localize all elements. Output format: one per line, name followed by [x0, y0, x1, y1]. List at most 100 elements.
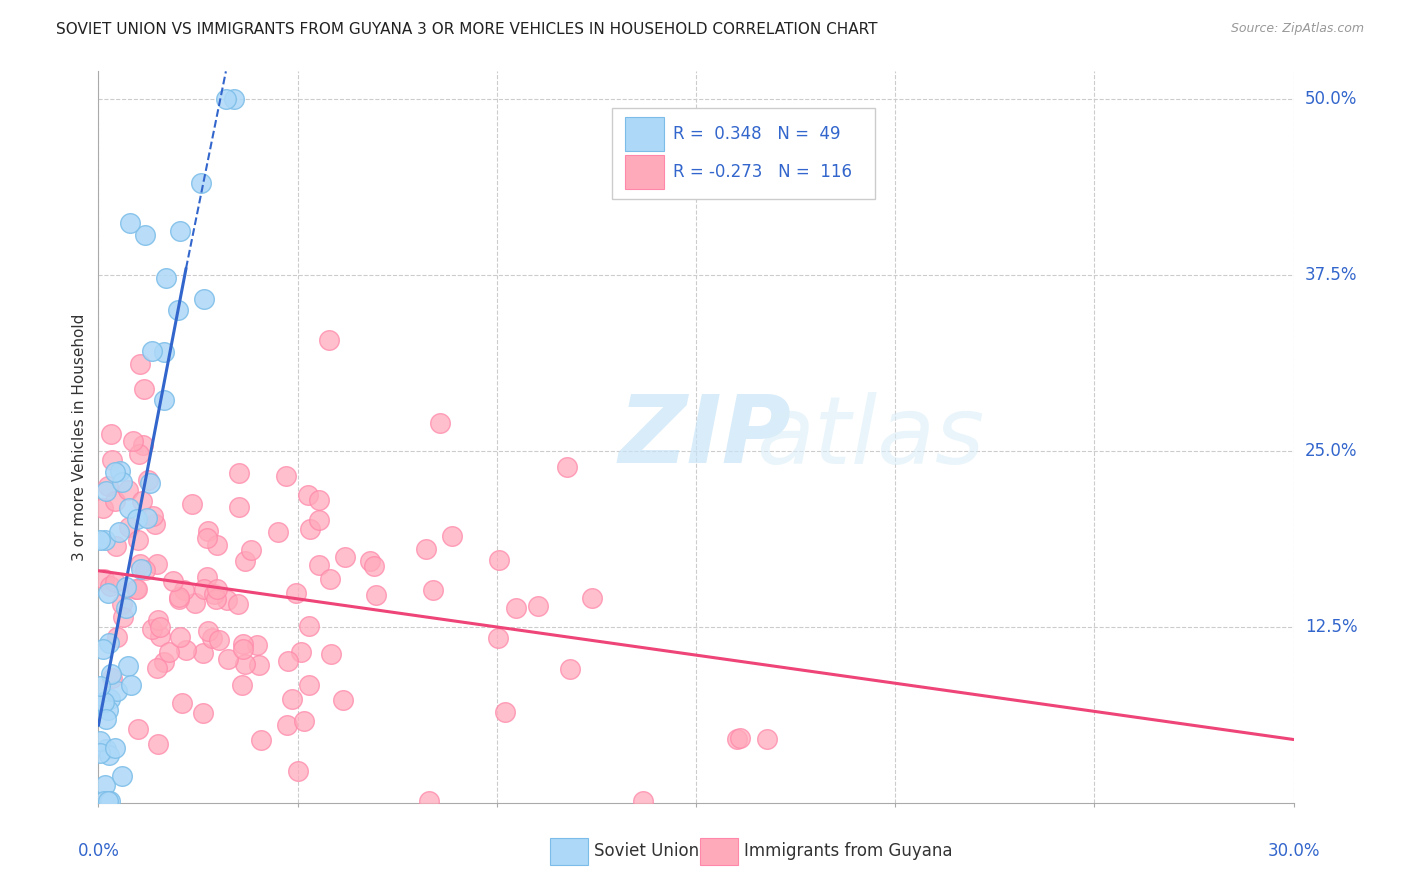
FancyBboxPatch shape — [626, 155, 664, 189]
Point — [287, 764, 309, 778]
Point — [581, 591, 603, 606]
Point — [97, 586, 120, 600]
Point — [191, 646, 214, 660]
Point — [297, 488, 319, 502]
Point — [292, 714, 315, 729]
Point — [135, 510, 157, 524]
Point — [89, 533, 111, 547]
Point — [146, 661, 169, 675]
Point — [91, 500, 114, 515]
Point — [152, 345, 174, 359]
Point — [285, 586, 308, 600]
Point — [89, 679, 111, 693]
Point — [134, 563, 156, 577]
Point — [98, 794, 121, 808]
Point — [142, 509, 165, 524]
Point — [101, 452, 124, 467]
Point — [233, 657, 256, 671]
Point — [93, 794, 115, 808]
Point — [96, 483, 118, 498]
Point — [366, 588, 388, 602]
Point — [318, 333, 340, 347]
Point — [494, 706, 516, 720]
Point — [143, 516, 166, 531]
Point — [127, 533, 149, 547]
Point — [98, 579, 121, 593]
Point — [146, 558, 169, 572]
Point — [298, 619, 321, 633]
Point — [308, 512, 330, 526]
Text: Source: ZipAtlas.com: Source: ZipAtlas.com — [1230, 22, 1364, 36]
Point — [239, 543, 262, 558]
Point — [125, 512, 148, 526]
Point — [277, 654, 299, 668]
Text: atlas: atlas — [756, 392, 984, 483]
Point — [228, 466, 250, 480]
Point — [197, 524, 219, 538]
Point — [204, 592, 226, 607]
Point — [94, 712, 117, 726]
Point — [193, 293, 215, 307]
Point — [728, 731, 751, 746]
Point — [555, 459, 578, 474]
Text: 25.0%: 25.0% — [1305, 442, 1357, 460]
FancyBboxPatch shape — [613, 108, 876, 200]
Point — [299, 522, 322, 536]
Point — [488, 553, 510, 567]
FancyBboxPatch shape — [626, 118, 664, 151]
Point — [232, 642, 254, 657]
Point — [422, 582, 444, 597]
Point — [139, 476, 162, 491]
Point — [128, 557, 150, 571]
Point — [246, 638, 269, 652]
Point — [149, 629, 172, 643]
Point — [136, 473, 159, 487]
Point — [183, 596, 205, 610]
Point — [118, 520, 141, 534]
Point — [107, 524, 129, 539]
Point — [214, 93, 236, 107]
Point — [141, 622, 163, 636]
Point — [167, 591, 190, 606]
Point — [308, 558, 330, 572]
Point — [153, 655, 176, 669]
Point — [208, 632, 231, 647]
Point — [173, 583, 195, 598]
Point — [228, 500, 250, 514]
Text: 50.0%: 50.0% — [1305, 90, 1357, 109]
Point — [94, 533, 117, 547]
Point — [111, 597, 134, 611]
Point — [276, 468, 298, 483]
Point — [195, 532, 218, 546]
Point — [250, 733, 273, 747]
Point — [231, 678, 253, 692]
Point — [97, 747, 120, 762]
Point — [319, 572, 342, 586]
Point — [319, 647, 342, 661]
Point — [110, 769, 132, 783]
Point — [100, 666, 122, 681]
Text: 37.5%: 37.5% — [1305, 267, 1357, 285]
Point — [415, 541, 437, 556]
Point — [276, 718, 298, 732]
Point — [418, 794, 440, 808]
Point — [94, 778, 117, 792]
Point — [125, 582, 148, 596]
Point — [197, 624, 219, 639]
Point — [558, 662, 581, 676]
Point — [202, 587, 225, 601]
Text: 30.0%: 30.0% — [1267, 842, 1320, 860]
Point — [134, 382, 156, 396]
Point — [105, 630, 128, 644]
Point — [149, 619, 172, 633]
Point — [181, 497, 204, 511]
Point — [141, 344, 163, 359]
Point — [93, 572, 115, 586]
Point — [89, 746, 111, 760]
Point — [308, 492, 330, 507]
Point — [134, 227, 156, 242]
Point — [333, 549, 356, 564]
Point — [125, 582, 148, 596]
Point — [162, 574, 184, 588]
Point — [215, 592, 238, 607]
